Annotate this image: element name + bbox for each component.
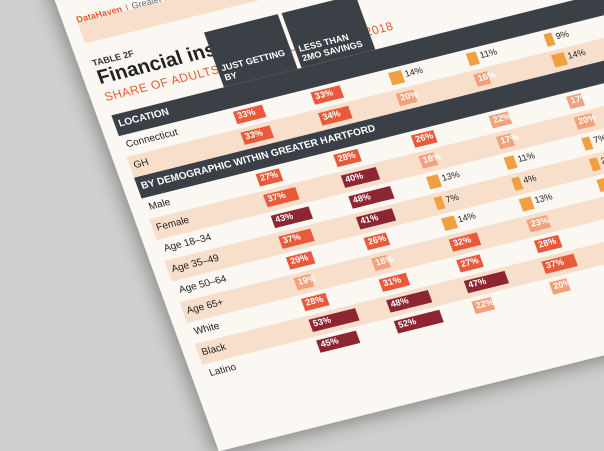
cell-value: 14% bbox=[400, 65, 424, 80]
cell-value: 18% bbox=[418, 151, 442, 166]
row-label: GH bbox=[132, 157, 150, 171]
cell-value: 9% bbox=[551, 29, 570, 42]
cell-value: 17% bbox=[496, 132, 520, 147]
cell-value: 11% bbox=[475, 46, 498, 60]
row-label: Age 65+ bbox=[185, 297, 225, 316]
cell-value: 13% bbox=[530, 191, 554, 206]
cell-value: 14% bbox=[453, 211, 477, 226]
row-label: Male bbox=[147, 197, 172, 213]
row-label: Female bbox=[155, 215, 191, 233]
cell-value: 18% bbox=[371, 254, 395, 269]
row-label: White bbox=[193, 321, 222, 338]
cell-value: 7% bbox=[589, 133, 604, 146]
report-page: DataHaven|Greater Hartford Community We … bbox=[40, 0, 604, 451]
cell-value: 16% bbox=[473, 69, 497, 84]
cell-value: 17% bbox=[566, 92, 590, 107]
row-label: Latino bbox=[208, 362, 238, 379]
cell-value: 4% bbox=[519, 173, 538, 186]
cell-value: 14% bbox=[563, 47, 587, 62]
cell-value: 13% bbox=[437, 169, 461, 184]
cell-value: 7% bbox=[441, 192, 460, 205]
value-bar bbox=[596, 178, 604, 192]
cell-value: 11% bbox=[513, 150, 536, 164]
row-label: Black bbox=[200, 342, 228, 358]
